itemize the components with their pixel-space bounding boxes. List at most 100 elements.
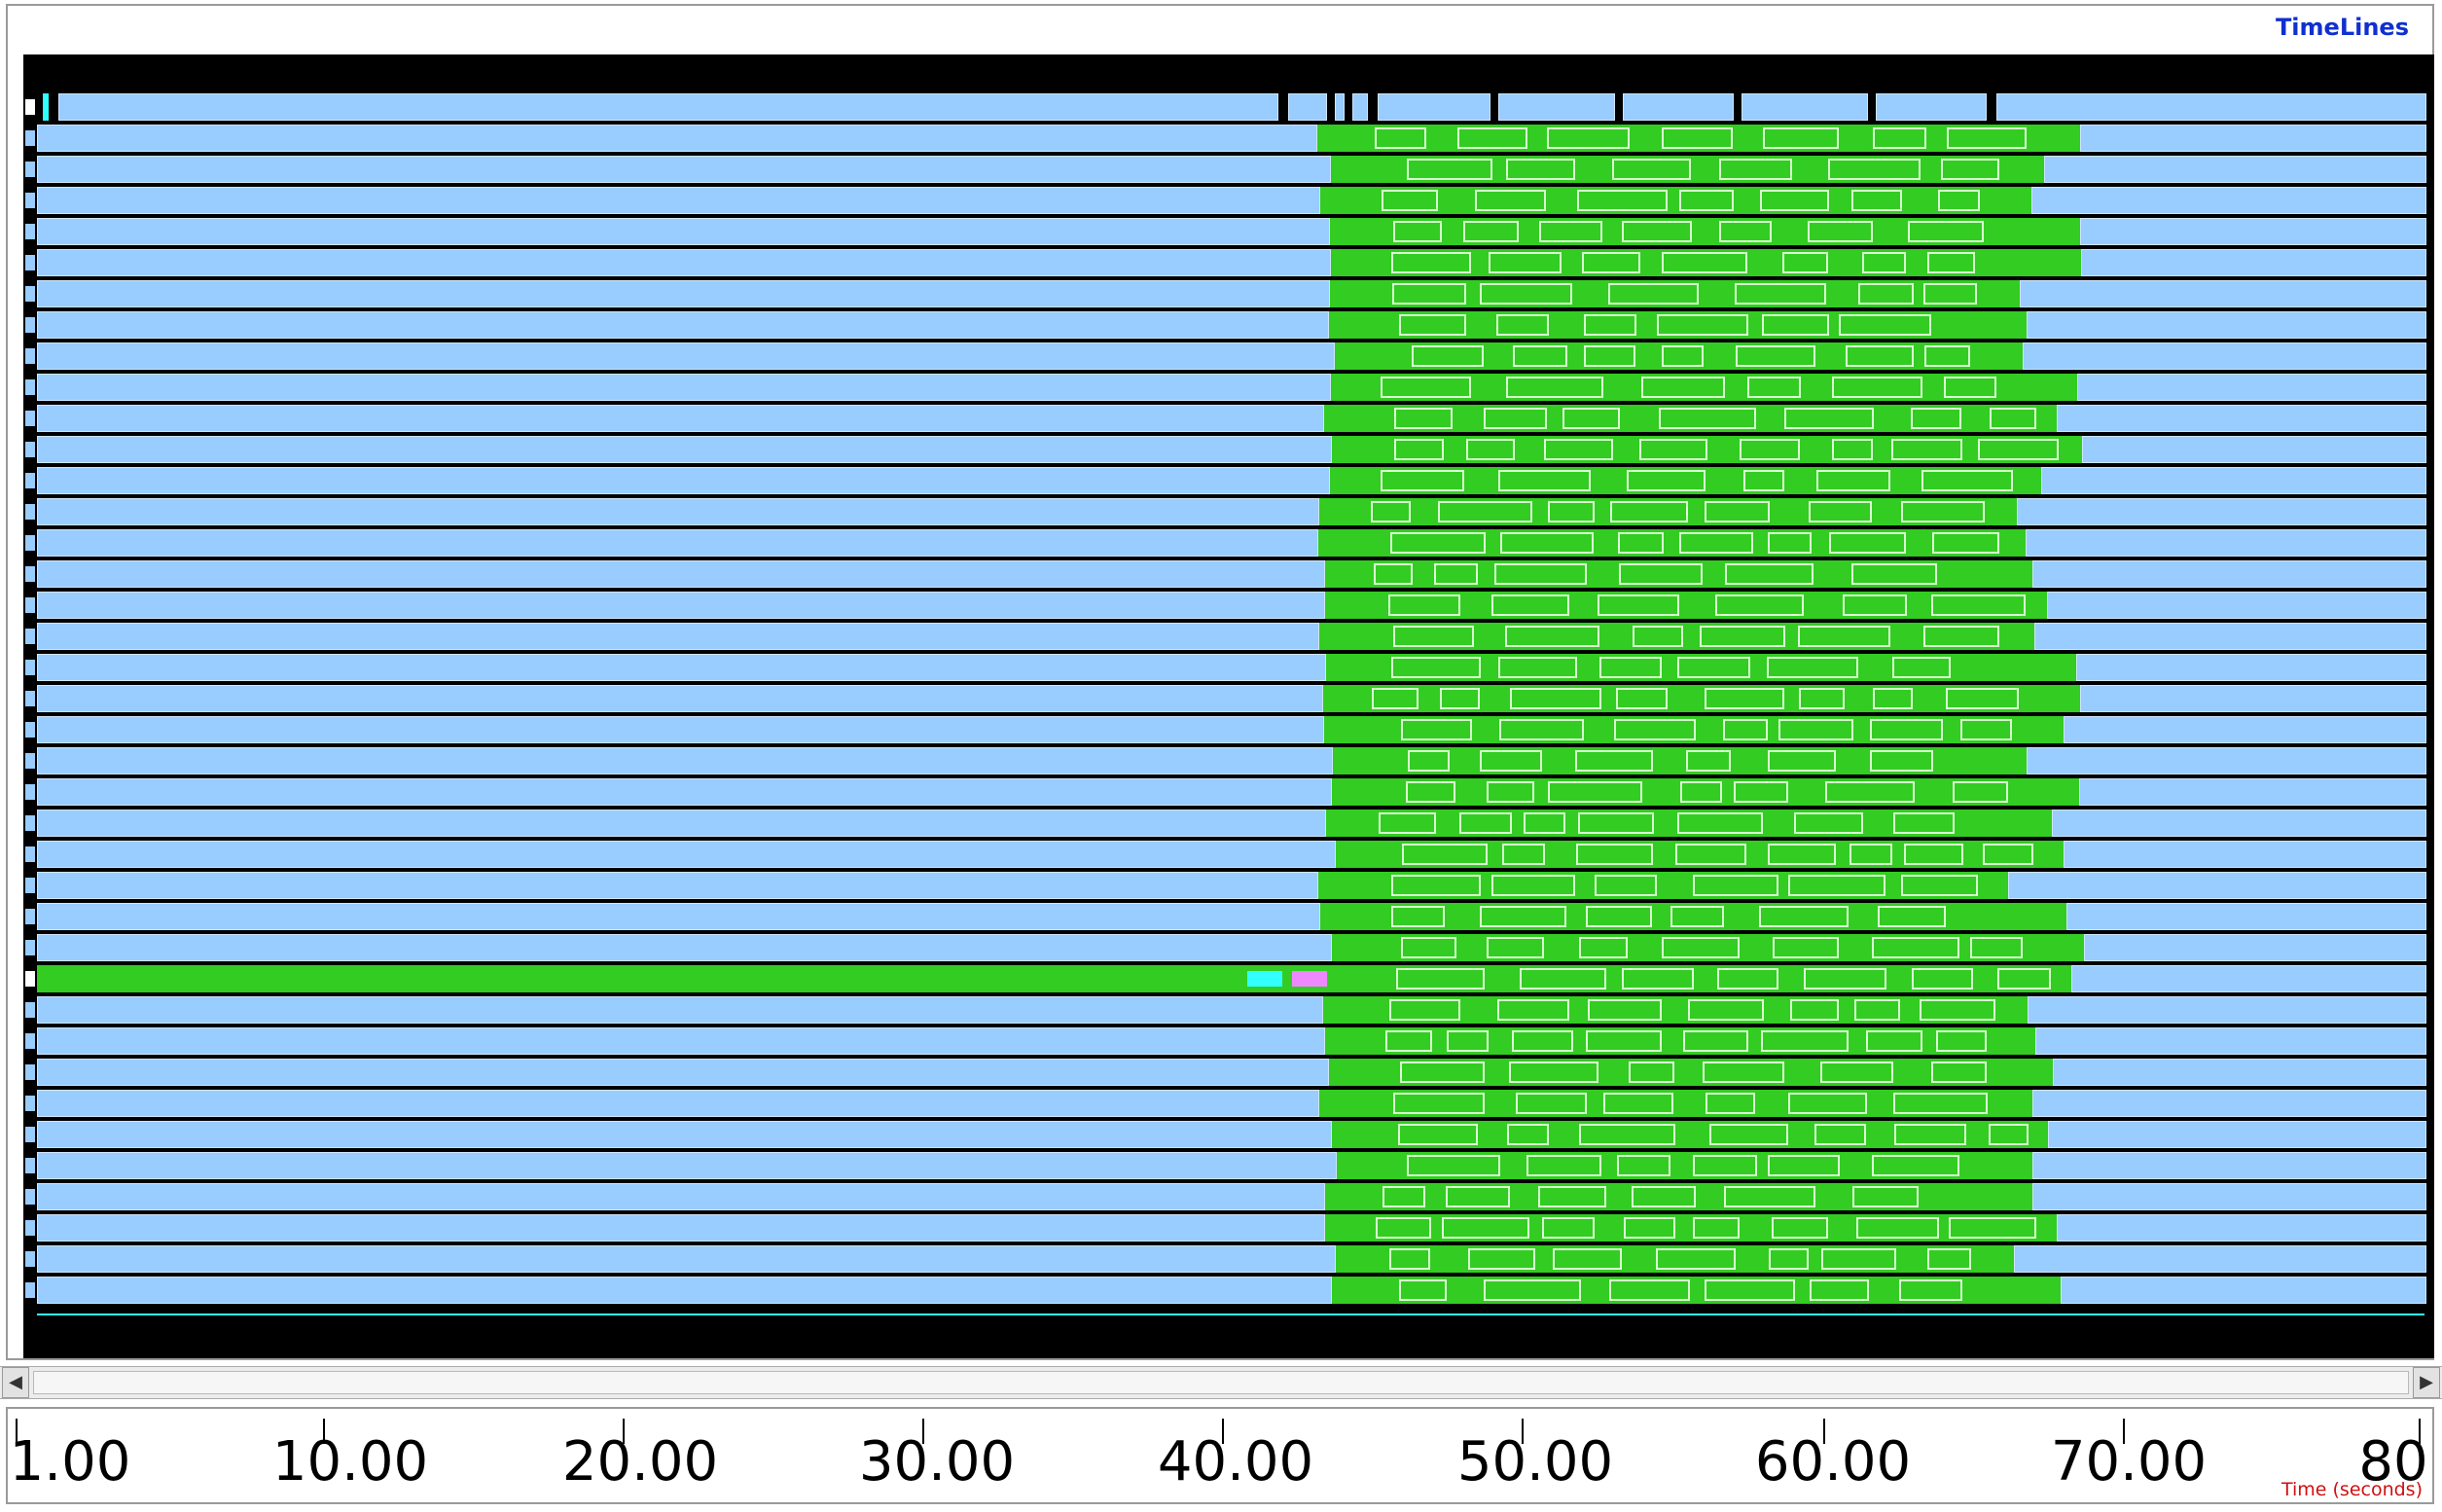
idle-segment bbox=[2032, 1152, 2426, 1179]
task-box bbox=[1662, 252, 1747, 273]
task-box bbox=[1927, 1248, 1971, 1270]
row-marker bbox=[25, 286, 35, 302]
task-box bbox=[1794, 812, 1863, 834]
axis-tick bbox=[1222, 1419, 1224, 1444]
task-box bbox=[1719, 221, 1772, 242]
task-box bbox=[1497, 999, 1569, 1021]
task-box bbox=[1484, 1279, 1581, 1301]
task-box bbox=[1717, 968, 1778, 990]
task-box bbox=[1947, 127, 2027, 149]
timeline-canvas[interactable] bbox=[23, 54, 2434, 1358]
task-box bbox=[1662, 127, 1733, 149]
task-box bbox=[1724, 1186, 1815, 1207]
task-box bbox=[1799, 688, 1845, 709]
task-box bbox=[1498, 657, 1577, 678]
task-box bbox=[1686, 750, 1731, 772]
task-box bbox=[1399, 314, 1466, 336]
task-box bbox=[1782, 252, 1828, 273]
task-box bbox=[1816, 470, 1890, 491]
task-box bbox=[1520, 968, 1606, 990]
task-box bbox=[1484, 408, 1547, 429]
task-box bbox=[1391, 252, 1471, 273]
task-box bbox=[1577, 190, 1668, 211]
task-box bbox=[1784, 408, 1874, 429]
task-box bbox=[1412, 345, 1484, 367]
task-box bbox=[1391, 906, 1445, 927]
task-box bbox=[1899, 1279, 1962, 1301]
task-box bbox=[1693, 1155, 1757, 1176]
task-box bbox=[1769, 1248, 1809, 1270]
idle-segment bbox=[2071, 965, 2426, 992]
idle-segment bbox=[2084, 934, 2426, 961]
task-box bbox=[1499, 719, 1584, 740]
task-box bbox=[1468, 1248, 1535, 1270]
task-box bbox=[1406, 781, 1455, 803]
task-box bbox=[1938, 190, 1980, 211]
idle-segment bbox=[2017, 498, 2426, 525]
task-box bbox=[1768, 750, 1836, 772]
task-box bbox=[1622, 221, 1692, 242]
idle-segment bbox=[2080, 685, 2426, 712]
idle-segment bbox=[37, 623, 1319, 650]
idle-segment bbox=[37, 778, 1332, 806]
task-box bbox=[1735, 283, 1826, 305]
idle-segment bbox=[2031, 187, 2426, 214]
idle-segment bbox=[37, 716, 1324, 743]
idle-segment bbox=[37, 187, 1320, 214]
idle-segment bbox=[37, 934, 1332, 961]
task-box bbox=[1407, 1155, 1500, 1176]
task-box bbox=[1893, 812, 1955, 834]
task-box bbox=[1586, 906, 1652, 927]
task-box bbox=[1539, 221, 1602, 242]
task-box bbox=[1391, 657, 1481, 678]
task-box bbox=[1408, 750, 1450, 772]
task-box bbox=[1768, 1155, 1840, 1176]
task-box bbox=[1705, 501, 1770, 522]
idle-segment bbox=[37, 156, 1331, 183]
task-box bbox=[1723, 719, 1768, 740]
task-box bbox=[1932, 532, 1999, 554]
task-box bbox=[1407, 159, 1492, 180]
task-box bbox=[1872, 1155, 1959, 1176]
idle-segment bbox=[37, 841, 1336, 868]
scrollbar-thumb[interactable] bbox=[33, 1371, 2409, 1394]
row-marker bbox=[25, 411, 35, 426]
task-box bbox=[1873, 688, 1913, 709]
task-box bbox=[1496, 314, 1549, 336]
horizontal-scrollbar[interactable]: ◀ ▶ bbox=[0, 1366, 2442, 1399]
task-box bbox=[1500, 532, 1594, 554]
task-box bbox=[1491, 875, 1575, 896]
task-box bbox=[1725, 563, 1814, 585]
task-box bbox=[1936, 1030, 1987, 1052]
task-box bbox=[1617, 1155, 1670, 1176]
task-box bbox=[1398, 1124, 1478, 1145]
idle-segment bbox=[37, 1090, 1319, 1117]
task-box bbox=[1675, 844, 1746, 865]
task-box bbox=[1446, 1186, 1510, 1207]
task-box bbox=[1391, 875, 1481, 896]
idle-segment bbox=[37, 1027, 1325, 1055]
task-box bbox=[1582, 252, 1640, 273]
axis-tick bbox=[2123, 1419, 2125, 1444]
task-box bbox=[1700, 626, 1785, 647]
task-box bbox=[1385, 1030, 1432, 1052]
task-box bbox=[1820, 1062, 1893, 1083]
task-box bbox=[1878, 906, 1946, 927]
row-marker bbox=[25, 1033, 35, 1049]
task-box bbox=[1553, 1248, 1622, 1270]
task-box bbox=[1442, 1217, 1529, 1239]
left-arrow-icon[interactable]: ◀ bbox=[2, 1367, 29, 1398]
idle-segment bbox=[2041, 467, 2426, 494]
row-marker bbox=[25, 348, 35, 364]
task-box bbox=[1743, 470, 1784, 491]
row-marker bbox=[25, 722, 35, 738]
task-box bbox=[1524, 812, 1565, 834]
task-box bbox=[1434, 563, 1478, 585]
task-box bbox=[1498, 470, 1591, 491]
task-box bbox=[1931, 1062, 1987, 1083]
idle-segment bbox=[2057, 1214, 2426, 1242]
right-arrow-icon[interactable]: ▶ bbox=[2413, 1367, 2440, 1398]
task-box bbox=[1459, 812, 1512, 834]
task-box bbox=[1376, 1217, 1431, 1239]
row-marker bbox=[25, 1096, 35, 1111]
